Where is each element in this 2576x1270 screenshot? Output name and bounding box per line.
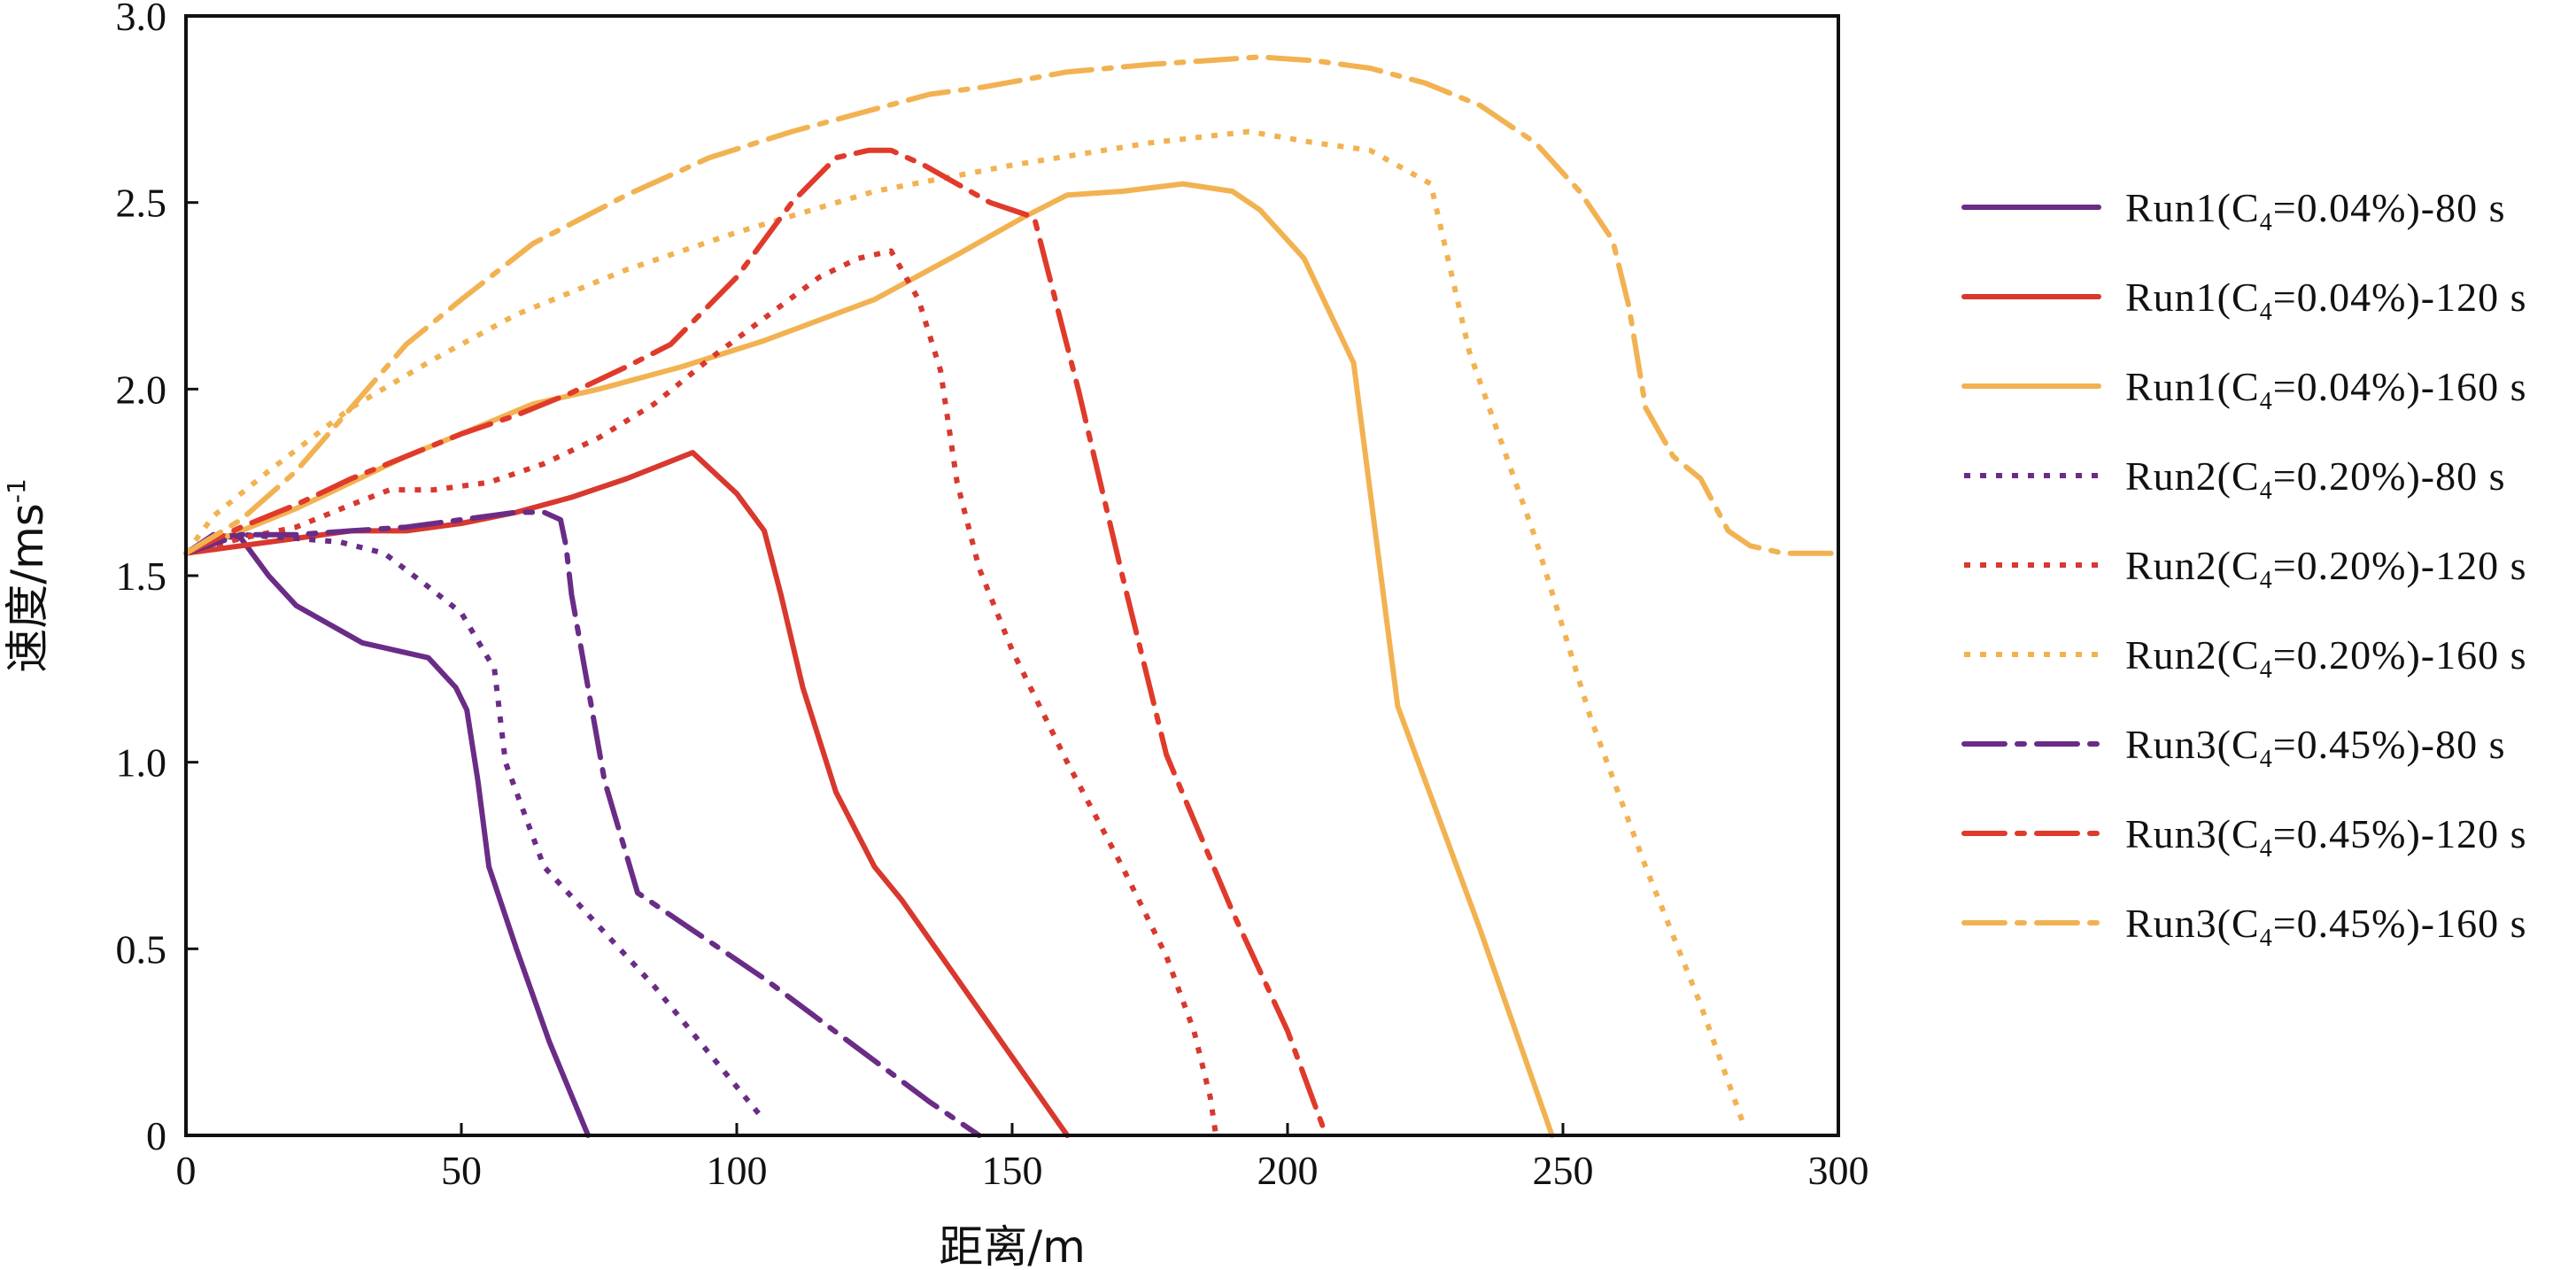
y-tick-label: 2.0	[116, 367, 167, 412]
ticks-layer	[184, 14, 1840, 1137]
y-axis-title-superscript: -1	[2, 478, 31, 503]
series-line-6	[183, 128, 1748, 1129]
legend-label-main: Run3(C	[2125, 722, 2260, 767]
legend-label-main: Run1(C	[2125, 275, 2260, 320]
legend-label-main: Run2(C	[2125, 632, 2260, 678]
series-line-8	[183, 147, 1329, 1138]
legend-label-subscript: 4	[2260, 656, 2273, 684]
legend-label-subscript: 4	[2260, 567, 2273, 594]
series-line-1	[183, 531, 592, 1138]
series-line-5	[185, 248, 1219, 1136]
legend-label-rest: =0.20%)-120 s	[2273, 543, 2527, 588]
legend-label-2: Run1(C4=0.04%)-120 s	[2125, 275, 2527, 326]
series-line-7	[183, 509, 982, 1138]
series-line-3	[183, 181, 1555, 1138]
plot-area-frame	[184, 14, 1840, 1137]
y-tick-label: 1.0	[116, 740, 167, 786]
legend-label-rest: =0.04%)-120 s	[2273, 275, 2527, 320]
legend-label-subscript: 4	[2260, 388, 2273, 415]
legend-label-main: Run2(C	[2125, 543, 2260, 588]
legend-label-subscript: 4	[2260, 298, 2273, 326]
series-line-4	[184, 531, 767, 1123]
legend-label-subscript: 4	[2260, 746, 2273, 773]
y-axis-title: 速度/ms-1	[2, 478, 53, 673]
x-tick-label: 300	[1808, 1148, 1869, 1193]
legend-label-rest: =0.20%)-80 s	[2273, 453, 2506, 499]
legend-label-1: Run1(C4=0.04%)-80 s	[2125, 185, 2506, 236]
legend-label-rest: =0.45%)-80 s	[2273, 722, 2506, 767]
legend-label-rest: =0.04%)-160 s	[2273, 364, 2527, 409]
legend-label-3: Run1(C4=0.04%)-160 s	[2125, 364, 2527, 415]
legend-label-rest: =0.04%)-80 s	[2273, 185, 2506, 230]
x-tick-label: 100	[707, 1148, 768, 1193]
x-tick-label: 0	[176, 1148, 197, 1193]
legend-label-rest: =0.20%)-160 s	[2273, 632, 2527, 678]
legend-label-5: Run2(C4=0.20%)-120 s	[2125, 543, 2527, 594]
legend-label-subscript: 4	[2260, 477, 2273, 505]
legend-label-subscript: 4	[2260, 835, 2273, 863]
y-tick-label: 3.0	[116, 0, 167, 39]
y-tick-label: 0.5	[116, 926, 167, 972]
y-tick-label: 1.5	[116, 554, 167, 599]
x-tick-label: 150	[982, 1148, 1043, 1193]
series-line-9	[183, 54, 1841, 556]
x-tick-label: 200	[1257, 1148, 1319, 1193]
legend-label-9: Run3(C4=0.45%)-160 s	[2125, 901, 2527, 952]
x-tick-label: 50	[441, 1148, 482, 1193]
legend-label-main: Run3(C	[2125, 901, 2260, 946]
legend-label-subscript: 4	[2260, 925, 2273, 952]
y-axis-title-main: 速度/ms	[2, 503, 53, 673]
series-layer	[183, 54, 1841, 1138]
tick-labels-layer: 0 50 100 150 200 250 300 0 0.5 1.0 1.5 2.0 2.5 3.0	[116, 0, 1869, 1193]
x-tick-label: 250	[1533, 1148, 1594, 1193]
series-line-2	[183, 450, 1071, 1138]
y-tick-label: 0	[146, 1113, 166, 1158]
legend-label-rest: =0.45%)-160 s	[2273, 901, 2527, 946]
legend-label-8: Run3(C4=0.45%)-120 s	[2125, 811, 2527, 863]
legend-label-6: Run2(C4=0.20%)-160 s	[2125, 632, 2527, 684]
x-axis-title: 距离/m	[939, 1221, 1086, 1270]
y-tick-label: 2.5	[116, 181, 167, 226]
legend-label-7: Run3(C4=0.45%)-80 s	[2125, 722, 2506, 773]
legend-label-4: Run2(C4=0.20%)-80 s	[2125, 453, 2506, 505]
legend-label-subscript: 4	[2260, 209, 2273, 236]
legend-label-main: Run1(C	[2125, 185, 2260, 230]
legend-label-main: Run2(C	[2125, 453, 2260, 499]
legend-label-main: Run3(C	[2125, 811, 2260, 856]
legend-label-main: Run1(C	[2125, 364, 2260, 409]
legend-label-rest: =0.45%)-120 s	[2273, 811, 2527, 856]
